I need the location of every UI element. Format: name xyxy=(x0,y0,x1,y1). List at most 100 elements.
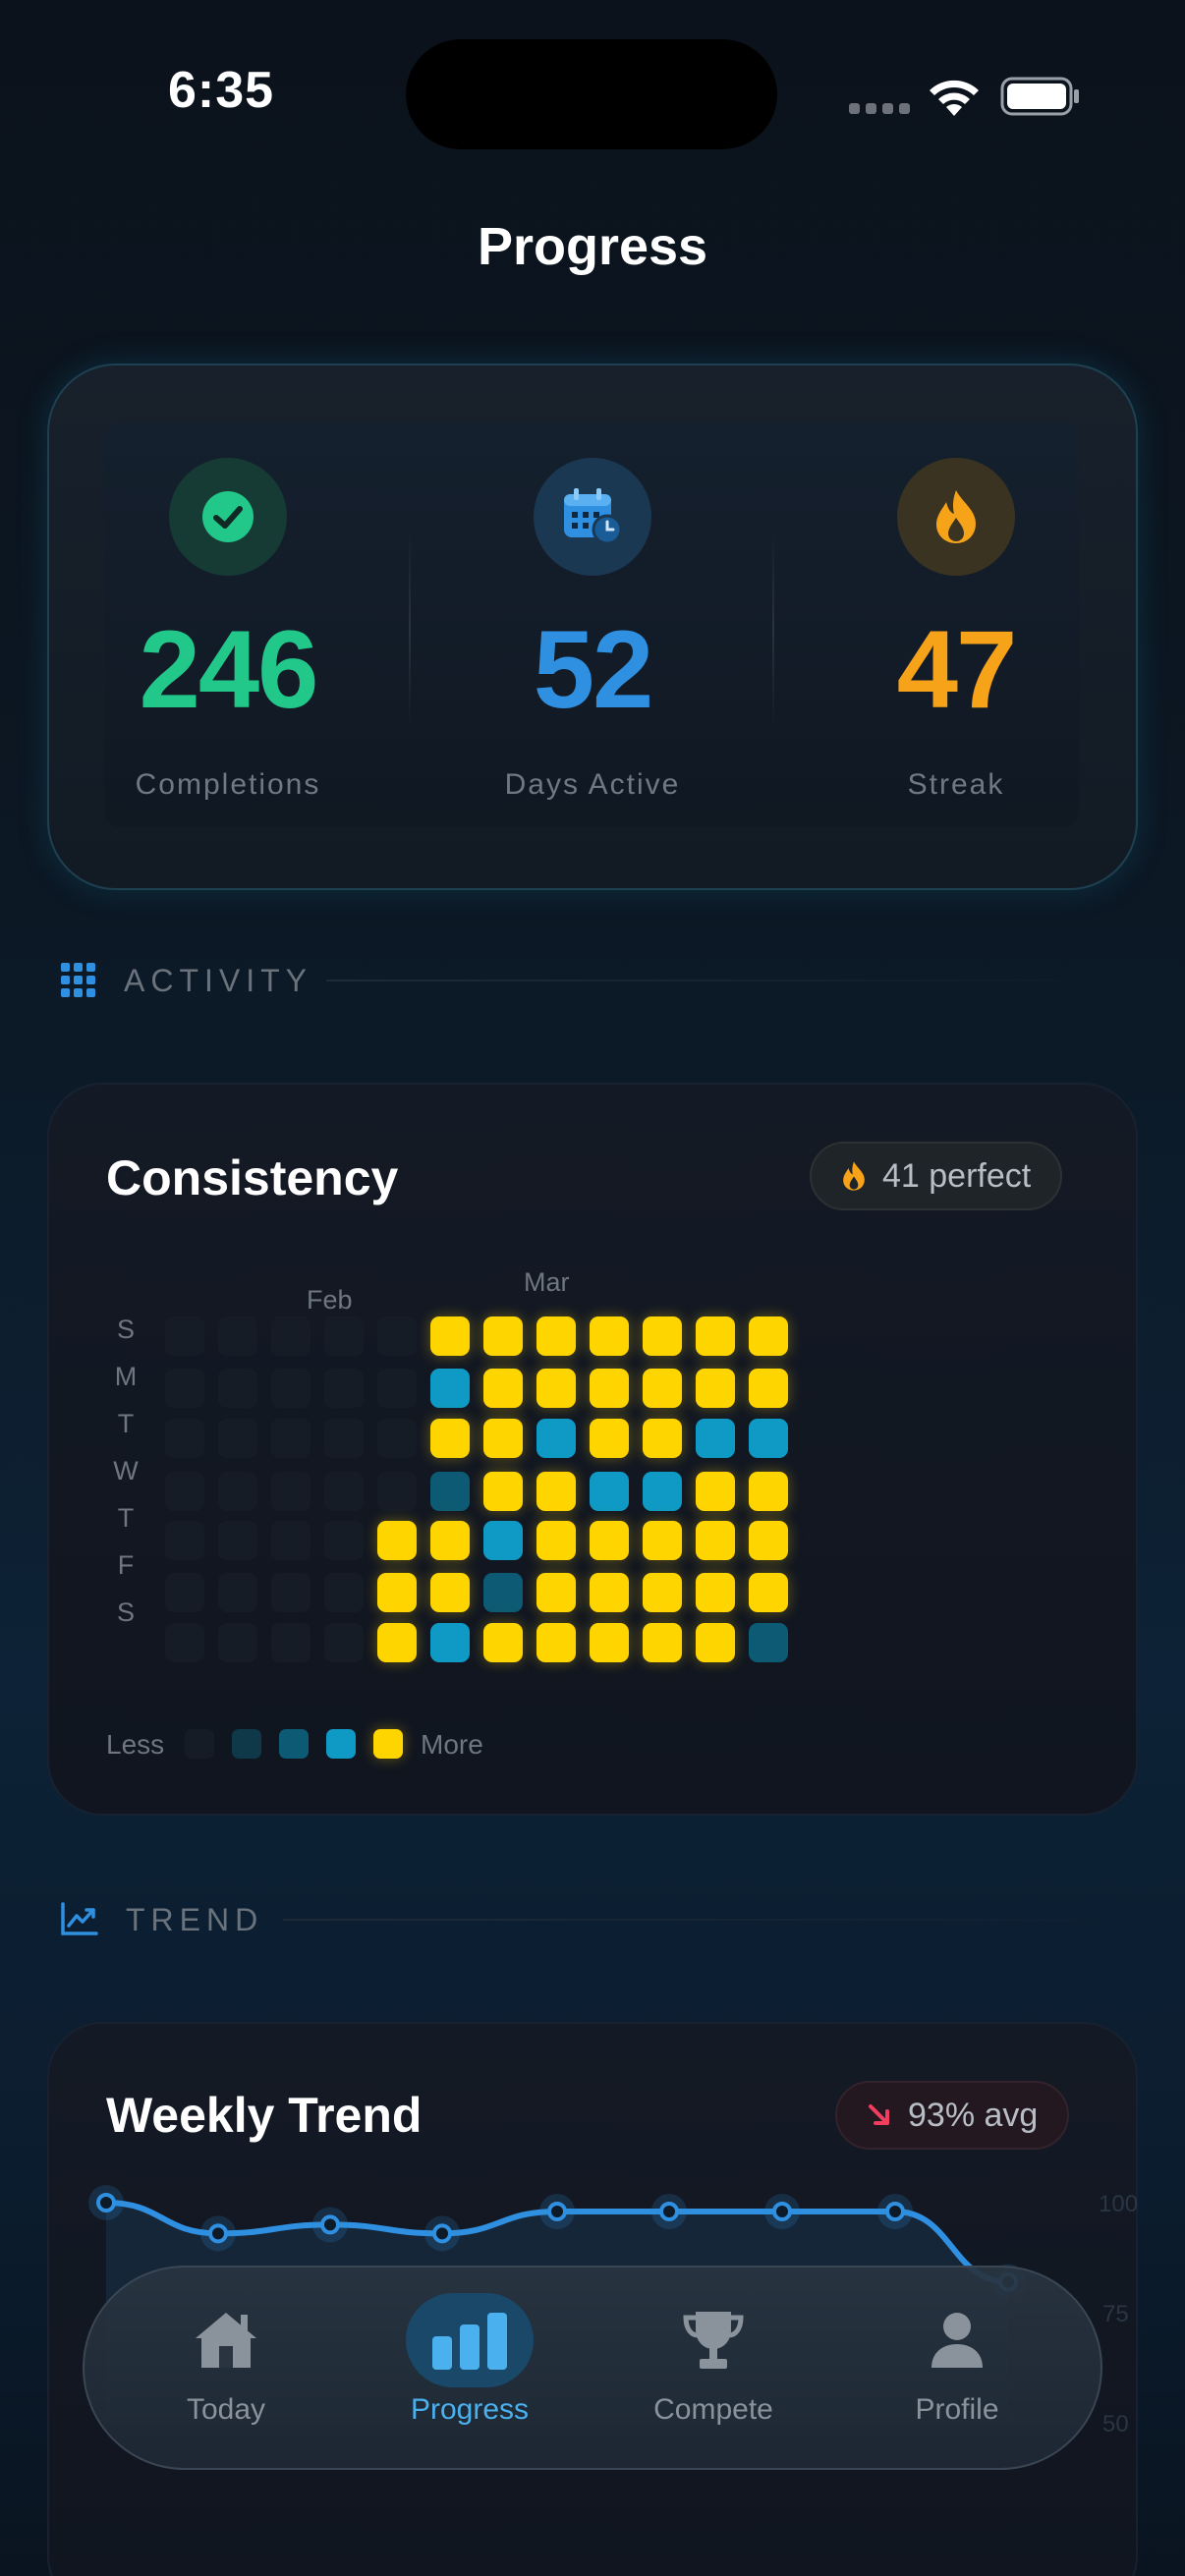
heatmap-cell xyxy=(165,1316,204,1356)
person-icon xyxy=(893,2293,1021,2387)
stat-completions: 246 Completions xyxy=(66,458,390,802)
legend-less: Less xyxy=(106,1729,165,1760)
wifi-icon xyxy=(930,80,979,116)
heatmap-cell xyxy=(430,1369,470,1408)
heatmap-cell xyxy=(643,1419,682,1458)
heatmap-cell xyxy=(324,1419,364,1458)
y-tick-label: 75 xyxy=(1102,2301,1129,2327)
heatmap-cell xyxy=(696,1623,735,1662)
heatmap-cell xyxy=(749,1472,788,1511)
heatmap-cell xyxy=(165,1419,204,1458)
heatmap-cell xyxy=(430,1316,470,1356)
heatmap-cell xyxy=(749,1573,788,1612)
heatmap-cell xyxy=(749,1623,788,1662)
heatmap-cell xyxy=(271,1369,310,1408)
day-label: S xyxy=(116,1597,135,1627)
trophy-icon xyxy=(649,2293,777,2387)
heatmap-cell xyxy=(483,1623,523,1662)
calendar-clock-icon xyxy=(534,458,651,576)
day-label: T xyxy=(117,1409,135,1438)
heatmap-cell xyxy=(271,1521,310,1560)
heatmap-cell xyxy=(165,1521,204,1560)
heatmap-cell xyxy=(483,1573,523,1612)
heatmap-cell xyxy=(377,1472,417,1511)
legend-swatch xyxy=(373,1729,403,1759)
stat-value: 246 xyxy=(139,608,319,731)
section-label-trend: TREND xyxy=(126,1902,264,1937)
heatmap-cell xyxy=(696,1573,735,1612)
heatmap-cell xyxy=(749,1521,788,1560)
heatmap-cell xyxy=(377,1623,417,1662)
check-circle-icon xyxy=(169,458,287,576)
legend-more: More xyxy=(421,1729,483,1760)
tab-label: Progress xyxy=(410,2393,530,2426)
page-title: Progress xyxy=(477,217,708,276)
arrow-down-right-icon xyxy=(869,2104,889,2125)
heatmap-cell xyxy=(590,1419,629,1458)
heatmap-cell xyxy=(324,1521,364,1560)
day-label: M xyxy=(114,1362,138,1391)
trend-point xyxy=(772,2201,792,2221)
heatmap-cell xyxy=(483,1316,523,1356)
day-label: F xyxy=(117,1550,135,1580)
heatmap-cell xyxy=(430,1419,470,1458)
trend-point xyxy=(96,2193,116,2212)
house-icon xyxy=(162,2293,290,2387)
stat-label: Days Active xyxy=(504,768,681,801)
heatmap-cell xyxy=(749,1369,788,1408)
bar-chart-icon xyxy=(406,2293,534,2387)
heatmap-cell xyxy=(165,1472,204,1511)
flame-icon xyxy=(897,458,1015,576)
perfect-days-badge: 41 perfect xyxy=(810,1142,1063,1210)
heatmap-cell xyxy=(165,1369,204,1408)
tab-profile[interactable]: Profile xyxy=(849,2293,1065,2427)
average-badge: 93% avg xyxy=(835,2081,1070,2150)
month-label: Feb xyxy=(307,1285,353,1315)
heatmap-cell xyxy=(430,1623,470,1662)
heatmap-cell xyxy=(271,1316,310,1356)
tab-today[interactable]: Today xyxy=(118,2293,334,2427)
heatmap-cell xyxy=(536,1623,576,1662)
heatmap-cell xyxy=(377,1521,417,1560)
heatmap-cell xyxy=(324,1573,364,1612)
perfect-days-label: 41 perfect xyxy=(882,1156,1032,1195)
legend-swatch xyxy=(232,1729,261,1759)
heatmap-cell xyxy=(536,1573,576,1612)
legend-swatch xyxy=(326,1729,356,1759)
heatmap-cell xyxy=(324,1369,364,1408)
stats-divider xyxy=(409,531,411,727)
trend-point xyxy=(659,2201,679,2221)
heatmap-cell xyxy=(643,1521,682,1560)
tab-bar xyxy=(83,2266,1102,2470)
flame-icon xyxy=(843,1161,865,1191)
status-time: 6:35 xyxy=(167,62,275,119)
heatmap-cell xyxy=(536,1521,576,1560)
heatmap-cell xyxy=(696,1419,735,1458)
battery-icon xyxy=(1000,77,1079,116)
cellular-signal-icon xyxy=(849,103,910,114)
stat-streak: 47 Streak xyxy=(794,458,1118,802)
tab-label: Profile xyxy=(915,2393,999,2426)
heatmap-cell xyxy=(643,1573,682,1612)
heatmap-cell xyxy=(165,1623,204,1662)
heatmap-cell xyxy=(324,1472,364,1511)
heatmap-cell xyxy=(536,1419,576,1458)
heatmap-cell xyxy=(377,1369,417,1408)
average-label: 93% avg xyxy=(908,2096,1039,2134)
heatmap-cell xyxy=(430,1521,470,1560)
heatmap-cell xyxy=(590,1573,629,1612)
heatmap-cell xyxy=(590,1316,629,1356)
heatmap-cell xyxy=(696,1472,735,1511)
stat-label: Completions xyxy=(135,768,321,801)
heatmap-cell xyxy=(483,1521,523,1560)
tab-compete[interactable]: Compete xyxy=(605,2293,821,2427)
tab-progress[interactable]: Progress xyxy=(362,2293,578,2427)
month-label: Mar xyxy=(524,1267,570,1297)
heatmap-cell xyxy=(590,1623,629,1662)
stats-divider xyxy=(772,531,774,727)
heatmap-cell xyxy=(271,1419,310,1458)
heatmap-cell xyxy=(749,1316,788,1356)
heatmap-cell xyxy=(271,1472,310,1511)
heatmap-cell xyxy=(324,1623,364,1662)
